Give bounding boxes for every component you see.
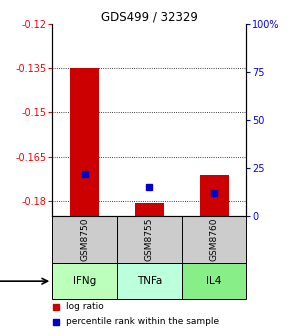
Text: percentile rank within the sample: percentile rank within the sample [66, 317, 219, 326]
Text: GSM8750: GSM8750 [80, 218, 89, 261]
Bar [117, 263, 182, 299]
Text: GSM8755: GSM8755 [145, 218, 154, 261]
Text: TNFa: TNFa [137, 276, 162, 286]
Text: IL4: IL4 [206, 276, 222, 286]
Bar [70, 68, 99, 216]
Bar [135, 203, 164, 216]
Text: log ratio: log ratio [66, 302, 104, 311]
Bar [52, 263, 117, 299]
Text: IFNg: IFNg [73, 276, 96, 286]
Title: GDS499 / 32329: GDS499 / 32329 [101, 10, 198, 24]
Bar [117, 216, 182, 263]
Bar [200, 174, 229, 216]
Text: GSM8760: GSM8760 [210, 218, 219, 261]
Bar [182, 216, 246, 263]
Bar [52, 216, 117, 263]
Bar [182, 263, 246, 299]
